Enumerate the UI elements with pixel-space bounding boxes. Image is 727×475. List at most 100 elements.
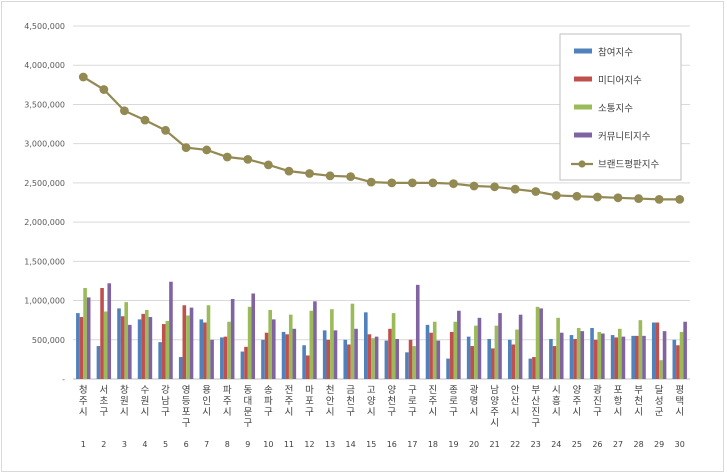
x-tick-number: 5 <box>163 440 168 449</box>
bar <box>432 321 437 379</box>
x-tick-number: 23 <box>531 440 541 449</box>
bar <box>251 293 256 379</box>
line-point <box>78 72 88 82</box>
bar <box>593 339 598 379</box>
bar <box>141 313 145 379</box>
bar <box>288 314 293 379</box>
bar <box>498 313 502 379</box>
line-point <box>407 178 417 188</box>
x-tick-number: 11 <box>284 440 294 449</box>
y-tick-label: 2,500,000 <box>24 179 65 188</box>
bar <box>618 328 622 379</box>
bar <box>271 319 276 379</box>
y-tick-label: 1,500,000 <box>24 257 65 266</box>
bar <box>161 324 166 379</box>
bar <box>511 344 516 379</box>
x-tick-number: 27 <box>613 440 623 449</box>
bar <box>601 333 605 379</box>
line-point <box>510 184 520 194</box>
bar <box>569 335 574 379</box>
bar <box>408 339 413 379</box>
bar <box>169 281 173 379</box>
bar <box>313 301 317 379</box>
x-tick-number: 19 <box>448 440 458 449</box>
legend-item: 미디어지수 <box>574 76 642 87</box>
x-axis-categories: 청 주 시 1 서 초 구 2 창 원 시 3 수 원 시 4 강 남 구 5 영 등 포 구 6 용 인 시 7 파 주 시 8 동 대 문 구 9 송 파… <box>79 384 685 449</box>
bar <box>227 321 231 379</box>
bar-series-group <box>76 281 687 379</box>
x-tick-number: 4 <box>142 440 147 449</box>
x-tick-number: 20 <box>469 440 479 449</box>
legend-item: 참여지수 <box>574 47 633 59</box>
bar <box>107 283 112 379</box>
line-point <box>263 160 273 170</box>
bar <box>559 332 564 379</box>
bar <box>350 303 355 379</box>
bar <box>453 321 458 379</box>
y-tick-label: 4,000,000 <box>24 61 65 70</box>
x-tick-number: 16 <box>387 440 397 449</box>
bar <box>281 331 286 379</box>
bar <box>552 346 557 379</box>
bar <box>679 331 684 379</box>
bar <box>220 337 224 379</box>
bar <box>614 337 619 379</box>
legend-label: 참여지수 <box>598 47 633 59</box>
x-tick-number: 10 <box>263 440 273 449</box>
line-point <box>181 143 191 152</box>
bar <box>309 310 314 379</box>
line-point <box>346 172 356 182</box>
x-tick-number: 26 <box>592 440 602 449</box>
bar <box>76 313 80 379</box>
y-tick-label: 3,500,000 <box>24 100 65 109</box>
bar <box>507 339 512 379</box>
bar <box>528 358 533 379</box>
line-point <box>387 178 397 188</box>
bar <box>610 335 615 379</box>
line-point <box>161 125 170 135</box>
bar <box>137 319 142 379</box>
bar <box>395 338 399 379</box>
x-tick-number: 25 <box>572 440 582 449</box>
x-tick-number: 14 <box>346 440 356 449</box>
bar <box>491 348 495 379</box>
bar <box>178 357 183 379</box>
y-axis-ticks: 4,500,000 4,000,000 3,500,000 3,000,000 2,50… <box>24 22 65 384</box>
bar <box>305 355 310 379</box>
bar <box>330 309 334 379</box>
bar <box>515 329 519 379</box>
line-point <box>120 106 129 116</box>
bar <box>96 346 101 379</box>
bar <box>676 345 680 379</box>
bar <box>103 311 108 379</box>
bar <box>374 336 379 379</box>
line-point <box>366 177 376 187</box>
bar <box>429 332 433 379</box>
line-point <box>675 194 685 204</box>
bar <box>189 307 194 379</box>
bar <box>203 322 207 379</box>
bar <box>549 338 553 379</box>
line-series <box>78 72 685 204</box>
x-tick-number: 15 <box>366 440 376 449</box>
bar <box>247 306 252 379</box>
legend-item: 커뮤니티지수 <box>574 132 651 143</box>
bar <box>165 320 170 379</box>
